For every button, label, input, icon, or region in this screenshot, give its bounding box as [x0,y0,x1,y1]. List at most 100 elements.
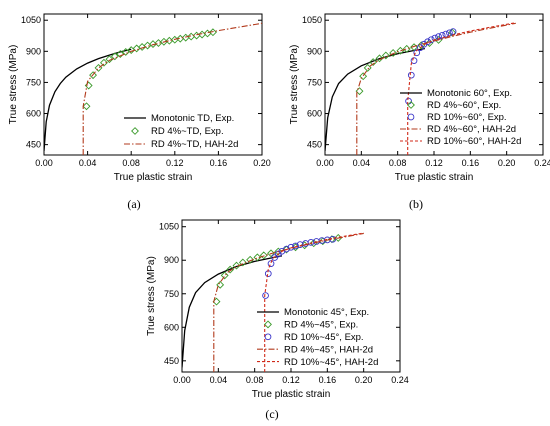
legend-label: Monotonic 45°, Exp. [284,307,369,318]
data-point-diamond [82,102,91,111]
legend-label: RD 10%~60°, Exp. [427,112,507,123]
data-point-diamond [238,258,247,267]
y-tick-label: 900 [164,255,179,265]
panel-label: (a) [127,197,140,211]
x-axis-label: True plastic strain [395,172,474,183]
data-point-diamond [226,265,235,274]
data-point-diamond [181,33,190,42]
x-axis-label: True plastic strain [114,172,193,183]
legend-label: RD 4%~60°, Exp. [427,100,501,111]
legend-label: RD 4%~45°, HAH-2d [284,344,373,355]
y-axis-label: True stress (MPa) [289,45,300,125]
data-point-diamond [143,41,152,50]
y-tick-label: 1050 [302,15,322,25]
data-point-diamond [121,48,130,56]
data-point-circle [267,260,275,267]
chart-panel-0: 0.00 0.04 0.08 0.12 0.16 0.20 450 600 750 900 1050… [8,13,271,211]
y-tick-label: 450 [307,140,322,150]
y-tick-label: 900 [26,46,41,56]
data-point-diamond [389,49,398,57]
x-tick-label: 0.20 [498,158,516,168]
data-point-diamond [359,72,368,81]
series-line [182,255,283,368]
data-point-diamond [425,39,434,47]
y-tick-label: 600 [307,109,322,119]
y-tick-label: 750 [26,77,41,87]
chart-panel-2: 0.00 0.04 0.08 0.12 0.16 0.20 0.24 450 600 750 900… [146,219,409,421]
legend-label: RD 4%~60°, HAH-2d [427,124,516,135]
x-tick-label: 0.00 [35,158,53,168]
x-tick-label: 0.04 [210,375,228,385]
legend: Monotonic 60°, Exp.RD 4%~60°, Exp.RD 10%… [400,88,521,147]
x-tick-label: 0.00 [173,375,191,385]
legend-swatch-diamond [131,127,139,135]
series-line [82,22,262,155]
x-tick-label: 0.12 [166,158,184,168]
data-point-diamond [110,52,119,61]
legend-label: Monotonic TD, Exp. [151,113,234,124]
y-tick-label: 600 [26,109,41,119]
panel-label: (b) [409,197,423,211]
chart-panel-1: 0.00 0.04 0.08 0.12 0.16 0.20 0.24 450 600 750 900… [289,13,550,211]
x-tick-label: 0.12 [282,375,300,385]
data-point-diamond [355,87,364,96]
data-point-diamond [105,55,114,64]
legend-swatch-diamond [407,101,415,109]
x-tick-label: 0.08 [122,158,140,168]
legend-label: RD 10%~45°, Exp. [284,332,364,343]
x-tick-label: 0.16 [210,158,228,168]
x-tick-label: 0.24 [534,158,550,168]
data-point-diamond [220,271,229,280]
data-point-diamond [259,251,268,260]
y-tick-label: 450 [164,356,179,366]
legend-swatch-circle [407,113,415,121]
legend-label: RD 4%~TD, HAH-2d [151,139,238,150]
legend-swatch-diamond [264,320,272,329]
y-tick-label: 750 [164,289,179,299]
y-tick-label: 450 [26,140,41,150]
data-point-diamond [232,261,241,270]
data-point-diamond [267,249,275,258]
y-axis-label: True stress (MPa) [146,256,157,336]
x-tick-label: 0.08 [246,375,264,385]
legend-label: RD 10%~60°, HAH-2d [427,136,521,147]
series-line [356,22,516,155]
x-tick-label: 0.20 [253,158,271,168]
data-point-diamond [216,280,225,289]
series-group [325,22,516,155]
data-point-circle [292,242,299,250]
x-tick-label: 0.00 [316,158,334,168]
data-point-diamond [209,28,217,37]
y-axis-label: True stress (MPa) [8,45,19,125]
x-tick-label: 0.16 [462,158,480,168]
data-point-diamond [253,253,262,262]
legend: Monotonic 45°, Exp.RD 4%~45°, Exp.RD 10%… [257,307,378,368]
series-line [44,48,132,151]
x-tick-label: 0.04 [79,158,97,168]
x-tick-label: 0.08 [389,158,407,168]
x-tick-label: 0.12 [425,158,443,168]
data-point-diamond [369,58,378,67]
panel-label: (c) [265,407,278,421]
data-point-diamond [363,63,372,72]
data-point-diamond [116,50,125,58]
data-point-circle [407,71,415,79]
x-tick-label: 0.24 [391,375,409,385]
y-tick-label: 1050 [159,222,179,232]
legend-label: RD 10%~45°, HAH-2d [284,357,378,368]
series-line [264,232,364,372]
series-line [213,232,364,372]
data-point-circle [438,32,446,39]
y-tick-label: 600 [164,322,179,332]
data-point-circle [405,97,412,105]
data-point-diamond [84,81,93,90]
data-point-circle [271,254,279,261]
data-point-diamond [246,255,255,264]
legend: Monotonic TD, Exp. RD 4%~TD, Exp. RD 4%~TD… [124,113,238,150]
plot-frame [43,13,263,156]
data-point-diamond [100,58,108,67]
legend-label: Monotonic 60°, Exp. [427,88,512,99]
series-line [407,22,516,155]
legend-swatch-circle [264,333,272,341]
